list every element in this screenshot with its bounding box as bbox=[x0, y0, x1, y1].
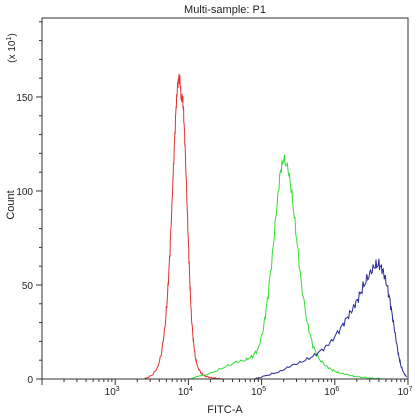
x-axis-label: FITC-A bbox=[207, 404, 243, 416]
series-line-3 bbox=[254, 258, 408, 380]
x-tick-label: 106 bbox=[324, 386, 339, 398]
x-tick-label: 107 bbox=[397, 386, 412, 398]
series-layer bbox=[144, 73, 408, 380]
y-tick-label: 100 bbox=[16, 187, 33, 198]
chart-title: Multi-sample: P1 bbox=[184, 4, 266, 16]
y-axis-ticks: 0 50 100 150 bbox=[16, 21, 42, 386]
x-tick-label: 104 bbox=[178, 386, 193, 398]
series-line-1 bbox=[144, 73, 224, 380]
x-axis-ticks: 103 104 105 106 107 bbox=[41, 379, 413, 398]
series-line-2 bbox=[188, 154, 387, 380]
y-tick-label: 0 bbox=[27, 375, 33, 386]
y-multiplier-exponent: 1 bbox=[6, 37, 13, 41]
x-tick-label: 103 bbox=[105, 386, 120, 398]
y-tick-label: 50 bbox=[22, 281, 34, 292]
y-axis-label: Count bbox=[5, 190, 17, 219]
y-multiplier-label: (x 101) bbox=[6, 33, 18, 62]
y-tick-label: 150 bbox=[16, 93, 33, 104]
plot-frame bbox=[41, 17, 409, 380]
x-tick-label: 105 bbox=[251, 386, 266, 398]
